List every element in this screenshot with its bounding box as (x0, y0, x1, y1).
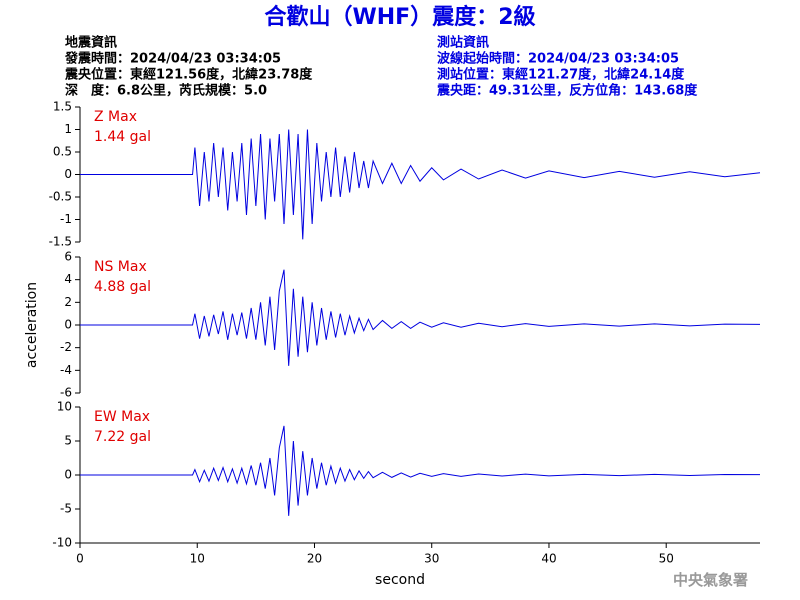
annotation: 4.88 gal (94, 279, 151, 295)
annotation: 7.22 gal (94, 429, 151, 445)
header-left: 震央位置：東經121.56度，北緯23.78度 (64, 67, 313, 83)
x-tick-label: 30 (424, 552, 439, 566)
x-tick-label: 10 (190, 552, 205, 566)
y-tick-label: -1 (60, 212, 72, 226)
y-tick-label: 0.5 (53, 145, 72, 159)
y-tick-label: 6 (64, 250, 72, 264)
y-axis-label: acceleration (24, 282, 40, 368)
y-tick-label: -2 (60, 340, 72, 354)
annotation: EW Max (94, 409, 150, 425)
y-tick-label: 0 (64, 318, 72, 332)
header-left: 深 度：6.8公里，芮氏規模：5.0 (65, 83, 267, 99)
x-tick-label: 40 (541, 552, 556, 566)
y-tick-label: 10 (57, 400, 72, 414)
y-tick-label: 0 (64, 468, 72, 482)
annotation: Z Max (94, 109, 137, 125)
y-tick-label: -5 (60, 502, 72, 516)
y-tick-label: -0.5 (49, 190, 72, 204)
x-axis-label: second (375, 572, 425, 588)
footer: 中央氣象署 (673, 571, 748, 589)
y-tick-label: -10 (52, 536, 72, 550)
annotation: 1.44 gal (94, 129, 151, 145)
y-tick-label: 0 (64, 167, 72, 181)
y-tick-label: -6 (60, 386, 72, 400)
y-tick-label: -4 (60, 363, 72, 377)
header-right: 測站資訊 (437, 35, 489, 51)
y-tick-label: 1 (64, 122, 72, 136)
annotation: NS Max (94, 259, 147, 275)
header-right: 測站位置：東經121.27度，北緯24.14度 (437, 67, 685, 83)
header-left: 發震時間：2024/04/23 03:34:05 (64, 51, 281, 67)
chart-title: 合歡山（WHF）震度：2級 (264, 4, 535, 30)
y-tick-label: -1.5 (49, 235, 72, 249)
waveform (80, 129, 761, 240)
waveform (80, 269, 761, 366)
x-tick-label: 20 (307, 552, 322, 566)
waveform (80, 425, 761, 516)
x-tick-label: 50 (659, 552, 674, 566)
y-tick-label: 5 (64, 434, 72, 448)
x-tick-label: 0 (76, 552, 84, 566)
y-tick-label: 2 (64, 295, 72, 309)
header-right: 震央距：49.31公里，反方位角：143.68度 (436, 83, 698, 99)
y-tick-label: 1.5 (53, 100, 72, 114)
header-right: 波線起始時間：2024/04/23 03:34:05 (437, 51, 679, 67)
y-tick-label: 4 (64, 272, 72, 286)
header-left: 地震資訊 (65, 35, 117, 51)
